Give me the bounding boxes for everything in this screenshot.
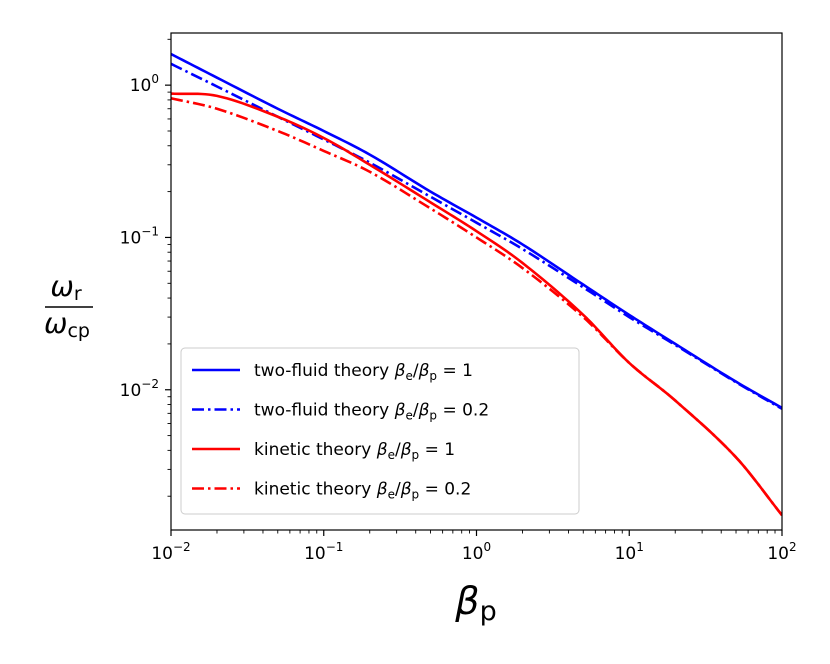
legend-label-1: two-fluid theory βe/βp = 1 [254, 361, 473, 383]
y-tick-label: 10−1 [120, 224, 159, 248]
x-axis-label: βp [454, 579, 496, 627]
legend-label-4: kinetic theory βe/βp = 0.2 [254, 480, 471, 502]
plot-frame [170, 32, 783, 531]
x-tick-label: 101 [615, 540, 644, 564]
y-axis-label-num-symbol: ω [50, 270, 73, 303]
y-axis-label: ωr ωcp [44, 270, 93, 342]
legend-label-3: kinetic theory βe/βp = 1 [254, 440, 455, 462]
y-axis-label-den-symbol: ω [44, 307, 67, 340]
y-axis-label-den-subscript: cp [67, 320, 90, 342]
series-line-4 [171, 97, 782, 517]
x-axis-label-subscript: p [480, 596, 497, 627]
x-tick-label: 10−2 [151, 540, 190, 564]
y-axis-label-num-subscript: r [74, 283, 82, 305]
x-tick-label: 10−1 [304, 540, 343, 564]
y-tick-label: 10−2 [120, 377, 159, 401]
legend-label-2: two-fluid theory βe/βp = 0.2 [254, 401, 489, 423]
legend: two-fluid theory βe/βp = 1 two-fluid theo… [180, 347, 580, 515]
legend-box [180, 347, 580, 515]
y-axis-label-numerator: ωr [50, 270, 81, 305]
x-tick-label: 102 [767, 540, 796, 564]
series-line-1 [171, 52, 782, 410]
series-layer [171, 52, 782, 517]
ticks-layer: 10−2 10−1 100 101 102 10−2 10−1 100 [120, 38, 797, 564]
y-tick-label: 100 [130, 72, 159, 96]
y-axis-label-denominator: ωcp [44, 307, 90, 342]
x-axis-label-symbol: β [454, 579, 479, 623]
x-tick-label: 100 [462, 540, 491, 564]
